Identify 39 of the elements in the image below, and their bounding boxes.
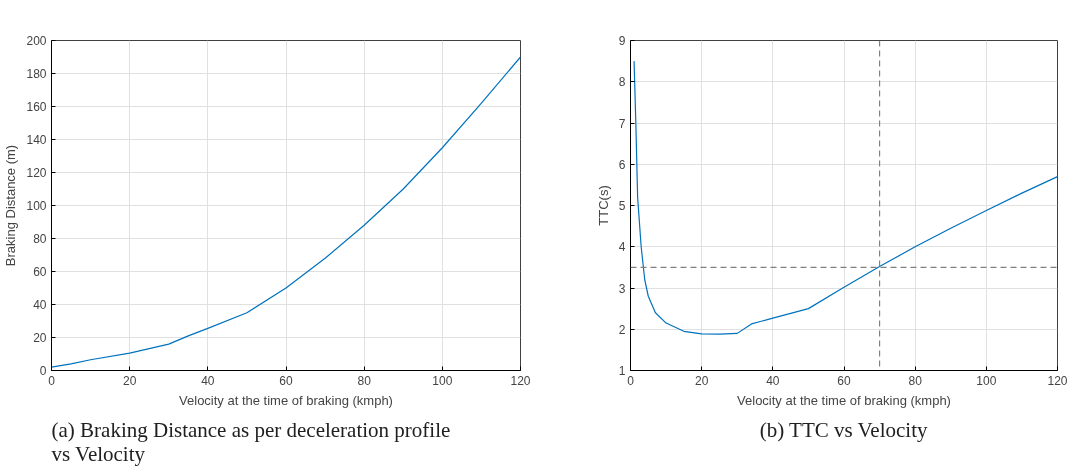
y-tick-label: 1 — [618, 364, 626, 378]
y-tick-label: 20 — [33, 331, 47, 345]
y-tick-label: 5 — [618, 199, 626, 213]
y-tick-label: 200 — [26, 34, 47, 48]
text: (a) Braking Distance as per deceleration profile vs Velocity — [51, 417, 451, 466]
y-axis-title: Braking Distance (m) — [3, 144, 19, 267]
y-tick-label: 40 — [33, 298, 47, 312]
y-tick-label: 140 — [26, 133, 47, 147]
y-tick-label: 8 — [618, 75, 626, 90]
y-tick-label: 0 — [39, 364, 47, 378]
x-tick-label: 100 — [432, 373, 453, 388]
x-tick-label: 20 — [122, 373, 137, 388]
y-tick-label: 180 — [26, 67, 47, 81]
x-tick-label: 80 — [908, 373, 923, 388]
x-tick-label: 60 — [837, 373, 851, 388]
x-tick-label: 20 — [694, 373, 709, 388]
line-series — [633, 60, 1058, 335]
x-tick-label: 60 — [279, 373, 293, 388]
y-axis-title: TTC(s) — [595, 185, 611, 226]
x-tick-label: 120 — [510, 373, 531, 388]
x-axis-title: Velocity at the time of braking (kmph) — [737, 392, 951, 408]
y-tick-label: 80 — [33, 232, 47, 246]
y-tick-label: 9 — [618, 34, 626, 48]
y-tick-label: 120 — [26, 166, 47, 180]
x-axis-title: Velocity at the time of braking (kmph) — [179, 392, 393, 408]
x-tick-label: 40 — [201, 373, 215, 388]
y-tick-label: 7 — [618, 116, 626, 131]
y-tick-label: 160 — [26, 100, 47, 114]
x-tick-label: 100 — [976, 373, 997, 388]
y-tick-label: 4 — [618, 240, 626, 255]
y-tick-label: 2 — [618, 322, 626, 337]
x-tick-label: 80 — [357, 373, 372, 388]
x-tick-label: 40 — [766, 373, 780, 388]
y-tick-label: 60 — [33, 265, 47, 279]
y-tick-label: 100 — [26, 199, 47, 213]
y-tick-label: 6 — [618, 157, 626, 172]
text: (b) TTC vs Velocity — [759, 417, 929, 442]
x-tick-label: 120 — [1047, 373, 1067, 388]
y-tick-label: 3 — [618, 281, 626, 296]
